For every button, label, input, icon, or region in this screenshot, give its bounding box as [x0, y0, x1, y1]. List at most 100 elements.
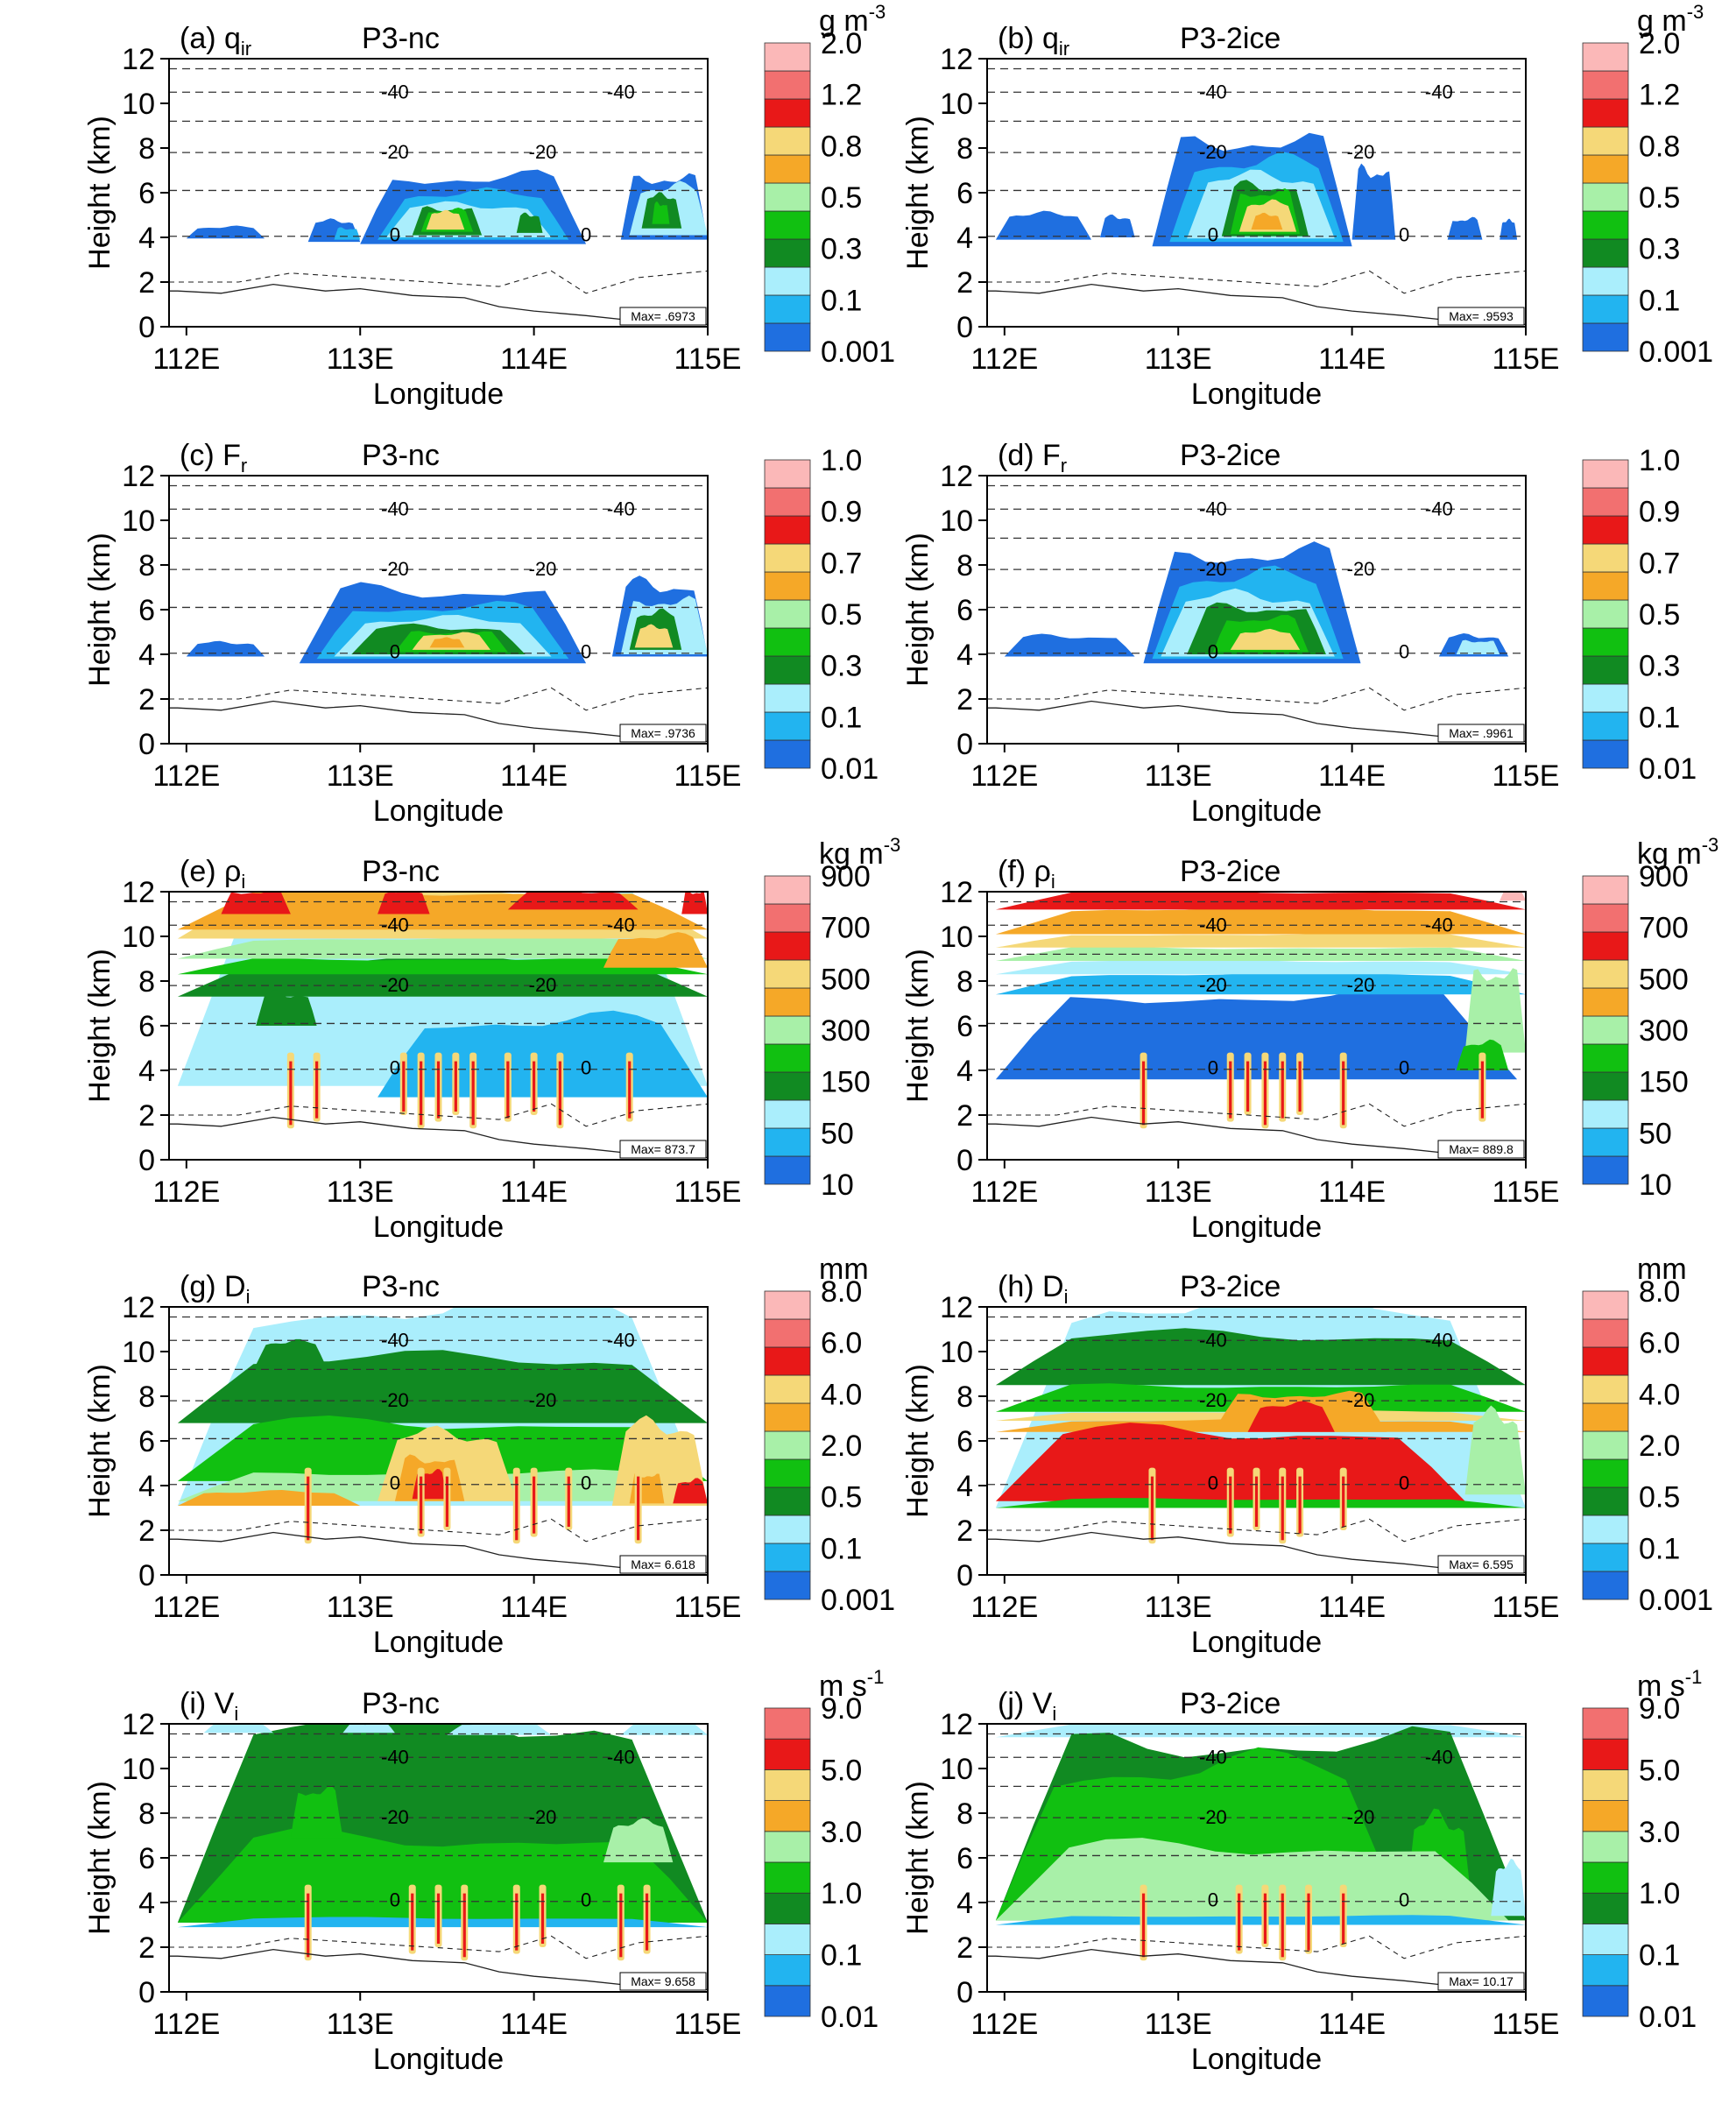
x-tick-label: 112E	[152, 2008, 220, 2041]
colorbar-segment	[764, 711, 811, 741]
colorbar-segment	[764, 1831, 811, 1863]
colorbar-label: 700	[821, 912, 871, 945]
isotherm-label: -20	[1199, 1389, 1227, 1411]
panel-letter: (g) D	[180, 1270, 246, 1303]
panel-e: -40 -40 -20 -20 0 0 0 2 4 6 8 10 12 112E 113E 114E 115E L…	[83, 834, 900, 1244]
x-axis-label: Longitude	[373, 1626, 504, 1659]
colorbar-unit: mm	[1637, 1253, 1687, 1286]
isotherm-label: -40	[381, 914, 409, 935]
y-tick-label: 2	[956, 266, 973, 300]
isotherm-label: -20	[1199, 974, 1227, 996]
convective-core	[1246, 1061, 1250, 1112]
x-tick-label: 112E	[970, 342, 1038, 376]
x-tick-label: 115E	[674, 1591, 742, 1624]
panel-scheme: P3-nc	[362, 855, 440, 888]
panel-title: (j) Vi	[998, 1687, 1056, 1725]
colorbar-segment	[1582, 739, 1629, 769]
isotherm-label: -20	[381, 141, 409, 163]
panel-title: (h) Di	[998, 1270, 1068, 1308]
isotherm-label: -40	[1425, 914, 1453, 935]
y-tick-label: 0	[138, 1144, 155, 1177]
y-tick-label: 4	[956, 639, 973, 672]
colorbar-segment	[764, 1402, 811, 1432]
contour-region	[221, 892, 291, 914]
colorbar-label: 1.0	[821, 1877, 862, 1910]
convective-core	[402, 1061, 406, 1112]
max-label-box	[1437, 1555, 1525, 1574]
y-tick-label: 0	[956, 728, 973, 761]
panel-var-subscript: ir	[241, 38, 251, 60]
panel-var-subscript: i	[241, 871, 245, 893]
colorbar-segment	[764, 294, 811, 324]
colorbar-segment	[1582, 1402, 1629, 1432]
isotherm-label: -40	[607, 914, 635, 935]
isotherm-label: 0	[1399, 1056, 1409, 1078]
y-tick-label: 4	[138, 1887, 155, 1920]
colorbar-segment	[764, 70, 811, 100]
y-axis-label: Height (km)	[83, 116, 116, 270]
y-tick-label: 0	[138, 311, 155, 344]
convective-core	[315, 1061, 319, 1119]
contour-fill	[987, 484, 1526, 743]
isotherm-label: -40	[1199, 498, 1227, 519]
max-label: Max= 6.618	[631, 1557, 695, 1571]
x-tick-label: 115E	[1493, 1591, 1560, 1624]
max-label-box	[619, 307, 707, 326]
x-tick-label: 112E	[152, 759, 220, 793]
y-tick-label: 8	[138, 549, 155, 582]
panel-scheme: P3-nc	[362, 22, 440, 55]
panel-scheme: P3-2ice	[1180, 1687, 1281, 1720]
colorbar-segment	[1582, 931, 1629, 961]
panel-scheme: P3-2ice	[1180, 855, 1281, 888]
contour-region	[429, 637, 465, 648]
contour-region	[1456, 639, 1500, 654]
contour-fill	[169, 67, 708, 326]
isotherm-label: 0	[581, 223, 591, 245]
colorbar-segment	[1582, 1346, 1629, 1376]
colorbar-segment	[1582, 210, 1629, 240]
y-tick-label: 12	[122, 43, 155, 76]
terrain-dashed-line	[987, 1935, 1526, 1959]
isotherm-label: 0	[390, 1889, 400, 1910]
convective-core	[289, 1061, 293, 1126]
panel-var-subscript: i	[1064, 1286, 1069, 1308]
terrain-dashed-line	[169, 1103, 708, 1127]
x-tick-label: 115E	[674, 1176, 742, 1209]
colorbar-unit: m s-1	[1637, 1666, 1702, 1703]
max-label-box	[619, 1555, 707, 1574]
colorbar-label: 1.0	[821, 444, 862, 477]
isotherm-label: -20	[529, 141, 557, 163]
contour-region	[995, 1498, 1526, 1508]
panel-i: -40 -40 -20 -20 0 0 0 2 4 6 8 10 12 112E 113E 114E 115E L…	[83, 1666, 884, 2076]
colorbar-label: 50	[1639, 1117, 1672, 1150]
isotherm-label: 0	[581, 1056, 591, 1078]
colorbar-segment	[764, 655, 811, 685]
colorbar-segment	[764, 627, 811, 657]
isotherm-label: 0	[390, 640, 400, 662]
colorbar-segment	[764, 154, 811, 184]
unit-text: m s	[1637, 1670, 1685, 1703]
colorbar-segment	[764, 599, 811, 629]
contour-region	[516, 212, 543, 233]
x-tick-label: 115E	[1493, 1176, 1560, 1209]
convective-core	[567, 1476, 570, 1527]
convective-core	[436, 1061, 441, 1119]
panel-f: -40 -40 -20 -20 0 0 0 2 4 6 8 10 12 112E 113E 114E 115E L…	[901, 834, 1718, 1244]
contour-region	[995, 1838, 1509, 1921]
y-tick-label: 10	[940, 505, 973, 538]
colorbar-segment	[1582, 1543, 1629, 1572]
panel-var-subscript: i	[246, 1286, 251, 1308]
convective-core	[628, 1061, 632, 1119]
panel-var-subscript: i	[1052, 1703, 1056, 1725]
x-axis-label: Longitude	[1191, 378, 1322, 411]
isotherm-label: 0	[581, 640, 591, 662]
max-label-box	[1437, 307, 1525, 326]
colorbar-label: 0.9	[1639, 496, 1680, 529]
convective-core	[558, 1061, 561, 1126]
y-tick-label: 0	[138, 1976, 155, 2009]
convective-core	[1342, 1893, 1345, 1944]
y-tick-label: 10	[122, 505, 155, 538]
panel-d: -40 -40 -20 -20 0 0 0 2 4 6 8 10 12 112E 113E 114E 115E L…	[901, 439, 1697, 828]
contour-region	[995, 958, 1526, 975]
contour-fill	[169, 1724, 708, 1991]
